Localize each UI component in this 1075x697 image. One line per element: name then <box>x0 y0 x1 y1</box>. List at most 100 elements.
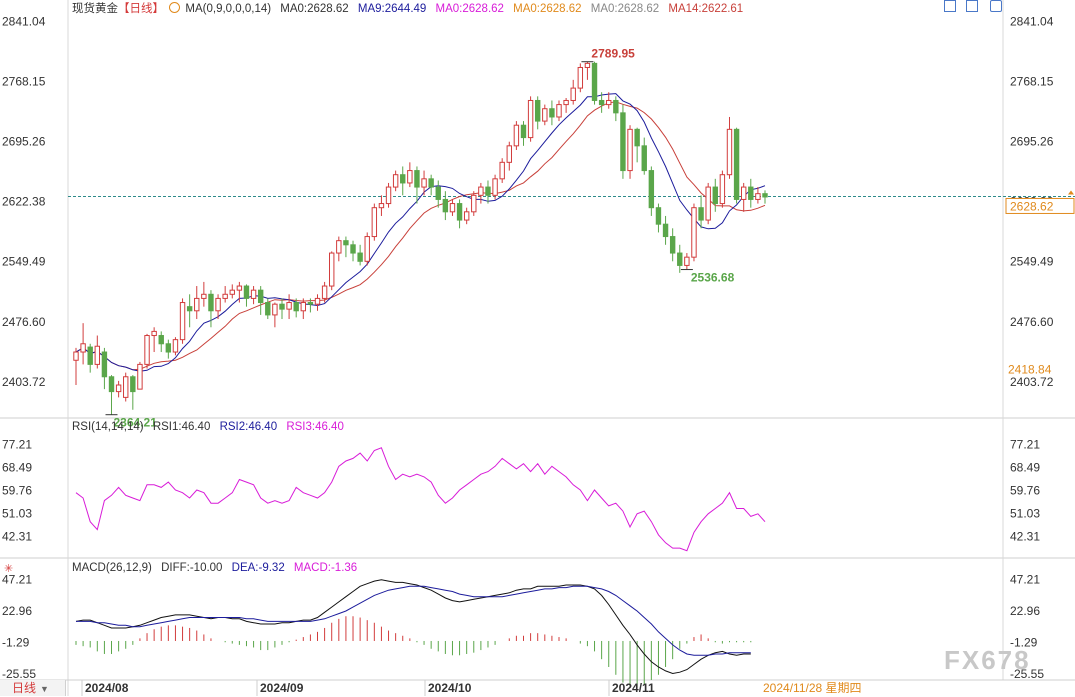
rsi2-value: RSI2:46.40 <box>219 421 278 433</box>
macd-value: MACD:-1.36 <box>293 562 358 574</box>
candle-body <box>272 303 278 316</box>
low-label: 2364.21 <box>114 416 158 430</box>
candle-body <box>606 99 612 106</box>
macd-left-tick: 22.96 <box>2 604 32 618</box>
rsi-line <box>75 447 766 552</box>
candle-body <box>186 306 193 312</box>
candle-body <box>179 302 186 341</box>
dea-value: DEA:-9.32 <box>231 562 285 574</box>
price-left-tick: 2476.60 <box>2 315 46 329</box>
candle-body <box>648 170 655 209</box>
candle-body <box>144 335 150 365</box>
candle-body <box>201 293 207 299</box>
candle-body <box>684 256 690 266</box>
candle-body <box>194 297 200 312</box>
x-axis-label: 2024/11 <box>612 681 655 695</box>
price-left-tick: 2695.26 <box>2 134 46 148</box>
chevron-down-icon: ▼ <box>40 684 49 694</box>
candle-body <box>691 207 697 258</box>
candle-body <box>343 240 349 246</box>
x-axis-label: 2024/08 <box>85 681 129 695</box>
candle-body <box>677 252 683 266</box>
candle-body <box>236 285 243 291</box>
candle-body <box>108 376 115 393</box>
macd-right-tick: -1.29 <box>1010 636 1038 650</box>
candle-body <box>421 178 427 188</box>
rsi-right-tick: 59.76 <box>1010 484 1040 498</box>
symbol-name: 现货黄金 <box>72 3 118 15</box>
x-axis-label: 2024/09 <box>260 681 304 695</box>
period-tab[interactable]: 日线 ▼ <box>0 680 66 696</box>
ma14-line <box>75 101 766 371</box>
candle-body <box>641 145 647 172</box>
candle-body <box>655 207 662 225</box>
toolbar-settings-icon[interactable] <box>990 0 1002 12</box>
price-left-tick: 2403.72 <box>2 375 46 389</box>
candle-body <box>627 128 633 172</box>
rsi-left-tick: 77.21 <box>2 438 32 452</box>
price-right-tick: 2768.15 <box>1010 74 1054 88</box>
candle-body <box>506 145 512 163</box>
candle-body <box>662 223 669 238</box>
candle-body <box>556 104 562 118</box>
macd-right-tick: -25.55 <box>1010 667 1044 681</box>
candle-body <box>300 302 307 312</box>
price-left-tick: 2841.04 <box>2 14 46 28</box>
candle-body <box>357 252 363 262</box>
candle-body <box>435 186 441 200</box>
price-left-tick: 2622.38 <box>2 195 46 209</box>
candle-body <box>392 174 399 188</box>
ma-settings-icon[interactable] <box>169 2 181 13</box>
period-label: 【日线】 <box>118 3 164 15</box>
high-label: 2789.95 <box>591 47 635 61</box>
cursor-date-label: 2024/11/28 星期四 <box>763 681 862 695</box>
candle-body <box>250 289 257 299</box>
candle-body <box>620 112 626 172</box>
toolbar-layout-icon[interactable] <box>966 0 978 12</box>
price-right-tick: 2695.26 <box>1010 134 1054 148</box>
rsi-right-tick: 42.31 <box>1010 530 1040 544</box>
candle-body <box>87 346 93 365</box>
macd-left-tick: -1.29 <box>2 636 30 650</box>
candle-body <box>172 339 179 353</box>
current-price-box <box>1005 197 1075 214</box>
rsi3-value: RSI3:46.40 <box>286 421 344 433</box>
candle-body <box>307 302 314 305</box>
candle-body <box>321 285 328 299</box>
macd-right-tick: 22.96 <box>1010 604 1040 618</box>
candle-body <box>222 293 228 299</box>
price-right-tick: 2549.49 <box>1010 255 1054 269</box>
candle-body <box>748 186 754 200</box>
candle-body <box>456 203 463 221</box>
price-right-tick: 2403.72 <box>1010 375 1054 389</box>
candle-body <box>428 178 434 188</box>
ref-price-label: 2418.84 <box>1008 362 1052 376</box>
candle-body <box>378 203 385 209</box>
candle-body <box>542 108 548 122</box>
candle-body <box>733 128 740 200</box>
macd-left-tick: 47.21 <box>2 573 32 587</box>
rsi-left-tick: 59.76 <box>2 484 32 498</box>
toolbar-grid-icon[interactable] <box>944 0 956 12</box>
ma-params: MA(0,9,0,0,0,14) <box>185 3 272 15</box>
ma0-value-4: MA0:2628.62 <box>590 3 660 15</box>
diff-line <box>75 579 751 675</box>
candle-body <box>563 99 569 106</box>
candle-body <box>740 186 747 200</box>
macd-sun-icon[interactable]: ✳ <box>4 563 14 575</box>
candle-body <box>712 186 718 205</box>
candle-body <box>293 302 299 312</box>
candle-body <box>613 99 619 114</box>
macd-params: MACD(26,12,9) <box>72 562 152 574</box>
price-right-tick: 2841.04 <box>1010 14 1054 28</box>
dea-line <box>76 585 751 656</box>
rsi-header: RSI(14,14,14) RSI1:46.40 RSI2:46.40 RSI3… <box>72 421 350 433</box>
candle-body <box>130 376 136 393</box>
ma0-value-3: MA0:2628.62 <box>513 3 582 15</box>
macd-header: MACD(26,12,9) DIFF:-10.00 DEA:-9.32 MACD… <box>72 562 363 574</box>
current-price-label: 2628.62 <box>1010 199 1054 213</box>
candle-body <box>151 330 157 337</box>
ma0-value: MA0:2628.62 <box>280 3 349 15</box>
candle-body <box>591 62 598 101</box>
